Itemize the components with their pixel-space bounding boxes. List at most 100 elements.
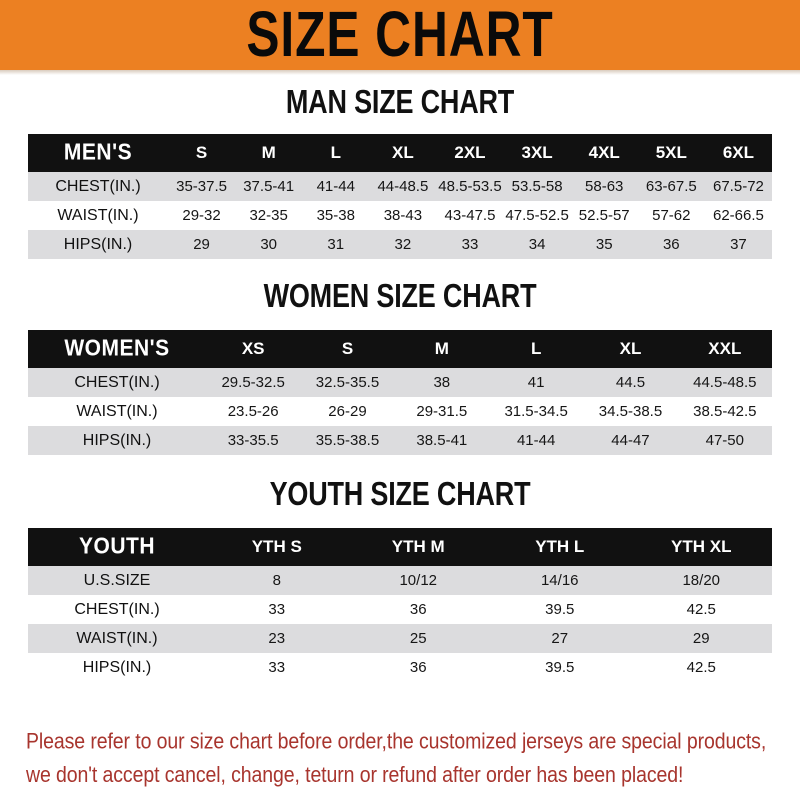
table-row: WAIST(IN.) 23 25 27 29	[28, 624, 772, 653]
men-table-head: MEN'S S M L XL 2XL 3XL 4XL 5XL 6XL	[28, 134, 772, 172]
table-cell: 41-44	[316, 178, 355, 195]
youth-row-label-header: YOUTH	[79, 533, 155, 560]
order-policy-note: Please refer to our size chart before or…	[0, 725, 800, 792]
table-cell: 38	[433, 374, 451, 391]
men-column-header-5: 2XL	[454, 143, 486, 162]
table-cell: 39.5	[545, 659, 575, 676]
table-cell: 35	[595, 236, 613, 253]
section-title-women: WOMEN SIZE CHART	[263, 277, 537, 315]
women-table-body: CHEST(IN.) 29.5-32.5 32.5-35.5 38 41 44.5 44.5…	[28, 368, 772, 455]
section-women: WOMEN SIZE CHART WOMEN'S XS S M L XL XXL CHEST…	[0, 277, 800, 455]
table-row: U.S.SIZE 8 10/12 14/16 18/20	[28, 566, 772, 595]
men-header-row: MEN'S S M L XL 2XL 3XL 4XL 5XL 6XL	[28, 134, 772, 172]
table-cell: 44-48.5	[377, 178, 429, 195]
table-row: WAIST(IN.) 23.5-26 26-29 29-31.5 31.5-34.5 34…	[28, 397, 772, 426]
table-row: HIPS(IN.) 33-35.5 35.5-38.5 38.5-41 41-44 44-…	[28, 426, 772, 455]
table-cell: 41-44	[516, 432, 556, 449]
table-cell: 44-47	[611, 432, 650, 449]
youth-column-header-3: YTH L	[535, 537, 585, 556]
table-cell: 36	[409, 659, 427, 676]
section-title-youth: YOUTH SIZE CHART	[269, 475, 531, 513]
note-line-2: we don't accept cancel, change, teturn o…	[26, 762, 684, 788]
page-title: SIZE CHART	[246, 0, 554, 71]
men-column-header-4: XL	[392, 143, 414, 162]
youth-row-label-2: CHEST(IN.)	[74, 600, 160, 618]
women-column-header-5: XL	[619, 339, 642, 358]
women-column-header-3: M	[434, 339, 449, 358]
table-row: WAIST(IN.) 29-32 32-35 35-38 38-43 43-47.5 47.…	[28, 201, 772, 230]
note-line-1: Please refer to our size chart before or…	[26, 729, 767, 754]
table-cell: 62-66.5	[713, 207, 764, 224]
table-cell: 29-31.5	[416, 403, 468, 420]
table-cell: 10/12	[399, 572, 438, 589]
youth-table-head: YOUTH YTH S YTH M YTH L YTH XL	[28, 528, 772, 566]
table-cell: 37	[730, 236, 747, 253]
table-cell: 44.5-48.5	[693, 374, 757, 391]
table-cell: 41	[527, 374, 545, 391]
youth-column-header-4: YTH XL	[671, 537, 732, 556]
table-cell: 47.5-52.5	[505, 207, 569, 224]
youth-table-wrapper: YOUTH YTH S YTH M YTH L YTH XL U.S.SIZE 8 10/1…	[28, 528, 772, 682]
table-cell: 57-62	[652, 207, 691, 224]
table-cell: 29	[692, 630, 710, 647]
table-cell: 32-35	[249, 207, 288, 224]
men-column-header-2: M	[261, 143, 276, 162]
table-row: CHEST(IN.) 29.5-32.5 32.5-35.5 38 41 44.5 44.5…	[28, 368, 772, 397]
table-cell: 38.5-41	[416, 432, 468, 449]
youth-row-label-3: WAIST(IN.)	[76, 629, 158, 647]
men-column-header-6: 3XL	[521, 143, 553, 162]
table-cell: 29	[193, 236, 210, 253]
table-cell: 23	[268, 630, 286, 647]
men-column-header-9: 6XL	[722, 143, 755, 162]
table-cell: 36	[662, 236, 680, 253]
table-cell: 63-67.5	[645, 178, 697, 195]
table-cell: 67.5-72	[713, 178, 764, 195]
youth-column-header-1: YTH S	[251, 537, 302, 556]
women-column-header-4: L	[530, 339, 542, 358]
table-cell: 29-32	[182, 207, 221, 224]
table-cell: 23.5-26	[227, 403, 279, 420]
section-youth: YOUTH SIZE CHART YOUTH YTH S YTH M YTH L YTH…	[0, 475, 800, 682]
women-header-row: WOMEN'S XS S M L XL XXL	[28, 330, 772, 368]
table-cell: 43-47.5	[444, 207, 496, 224]
men-column-header-7: 4XL	[588, 143, 620, 162]
table-cell: 25	[409, 630, 427, 647]
table-cell: 37.5-41	[243, 178, 295, 195]
women-table-head: WOMEN'S XS S M L XL XXL	[28, 330, 772, 368]
women-column-header-2: S	[341, 339, 354, 358]
table-cell: 18/20	[682, 572, 721, 589]
women-row-label-1: CHEST(IN.)	[74, 373, 160, 391]
table-cell: 42.5	[686, 601, 716, 618]
table-cell: 33	[461, 236, 479, 253]
table-cell: 36	[409, 601, 427, 618]
youth-header-row: YOUTH YTH S YTH M YTH L YTH XL	[28, 528, 772, 566]
men-row-label-1: CHEST(IN.)	[55, 177, 141, 195]
table-cell: 52.5-57	[578, 207, 630, 224]
table-cell: 35.5-38.5	[315, 432, 380, 449]
table-cell: 27	[551, 630, 569, 647]
banner-shadow-divider	[0, 70, 800, 75]
section-title-men: MAN SIZE CHART	[285, 83, 515, 121]
women-column-header-6: XXL	[708, 339, 742, 358]
youth-row-label-4: HIPS(IN.)	[82, 658, 152, 676]
table-cell: 53.5-58	[511, 178, 563, 195]
section-men: MAN SIZE CHART MEN'S S M L XL 2XL 3XL 4XL 5XL 6XL…	[0, 83, 800, 259]
women-size-table: WOMEN'S XS S M L XL XXL CHEST(IN.) 29.5-32.5 32.…	[28, 330, 772, 455]
men-column-header-1: S	[195, 143, 208, 162]
table-cell: 34	[528, 236, 546, 253]
men-size-table: MEN'S S M L XL 2XL 3XL 4XL 5XL 6XL CHEST(IN.) 35-3…	[28, 134, 772, 259]
table-cell: 33-35.5	[227, 432, 279, 449]
table-cell: 44.5	[615, 374, 646, 391]
table-cell: 39.5	[545, 601, 575, 618]
table-cell: 14/16	[540, 572, 579, 589]
table-row: CHEST(IN.) 33 36 39.5 42.5	[28, 595, 772, 624]
table-cell: 38-43	[383, 207, 423, 224]
table-cell: 32.5-35.5	[315, 374, 380, 391]
table-cell: 8	[272, 572, 281, 589]
men-table-body: CHEST(IN.) 35-37.5 37.5-41 41-44 44-48.5 48.5…	[28, 172, 772, 259]
table-cell: 31	[327, 236, 345, 253]
table-cell: 35-38	[316, 207, 355, 224]
youth-column-header-2: YTH M	[391, 537, 445, 556]
women-column-header-1: XS	[241, 339, 265, 358]
women-row-label-header: WOMEN'S	[64, 335, 170, 362]
